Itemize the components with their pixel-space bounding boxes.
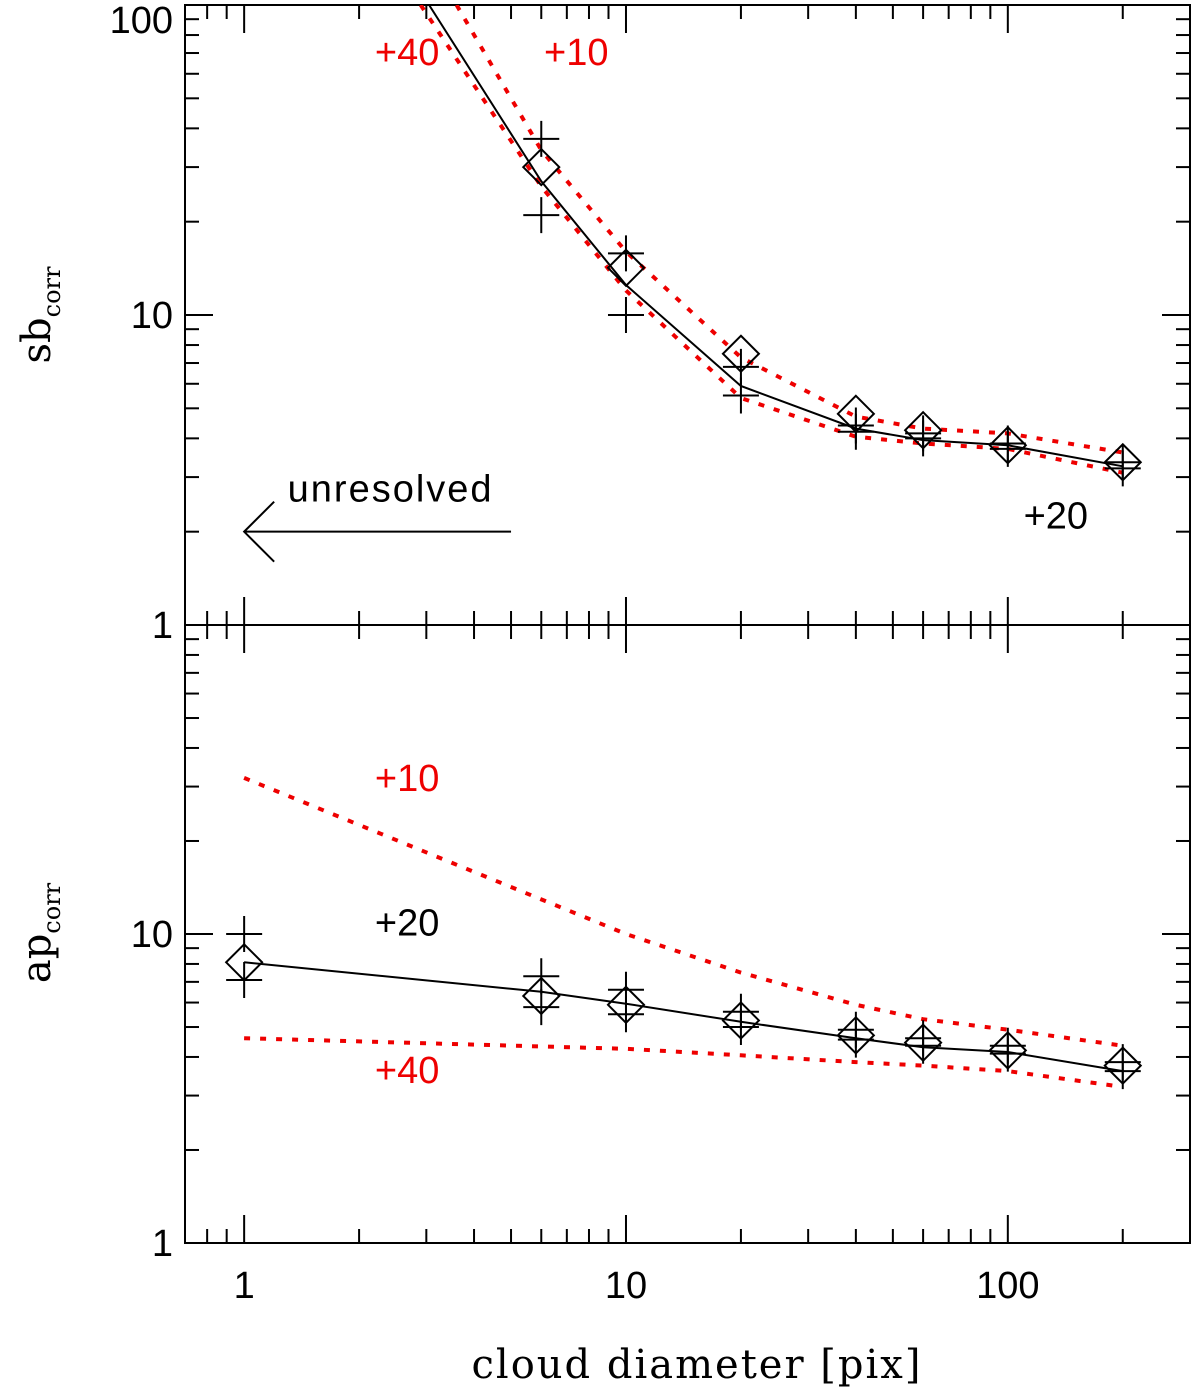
annotation-label: +20 — [1024, 495, 1088, 537]
diamond-marker — [606, 248, 646, 288]
unresolved-arrow-icon — [242, 500, 512, 563]
diamond-marker — [521, 147, 561, 187]
plus-marker — [1104, 450, 1141, 487]
plus-marker — [837, 413, 874, 450]
series-line-plus20-solid — [428, 5, 1123, 468]
annotation-label: +10 — [375, 758, 439, 800]
plus-marker — [607, 235, 644, 272]
plus-marker — [607, 297, 644, 333]
plus-marker — [523, 958, 560, 995]
plus-marker — [989, 1035, 1026, 1072]
x-tick-label: 1 — [234, 1265, 255, 1307]
top-y-axis-title: sbcorr — [14, 266, 66, 364]
top-panel: 100 10 1 +40 +10 +20 unresolved — [110, 0, 1191, 647]
y-tick-label: 10 — [131, 914, 173, 956]
y-tick-label: 10 — [131, 295, 173, 337]
series-line-plus10-dotted — [454, 5, 1124, 455]
plus-marker — [523, 989, 560, 1026]
y-tick-label: 1 — [152, 605, 173, 647]
plus-marker — [607, 996, 644, 1033]
plot-content — [419, 5, 1143, 487]
plus-marker — [905, 420, 942, 457]
y-tick-label: 1 — [152, 1223, 173, 1265]
plus-marker — [1104, 1053, 1141, 1090]
bottom-y-axis-title: apcorr — [14, 882, 66, 983]
bottom-panel: 10 1 1 10 100 +10 +20 +40 — [131, 624, 1191, 1307]
annotation-label: +40 — [375, 32, 439, 74]
annotation-label: +20 — [375, 902, 439, 944]
annotation-label: unresolved — [288, 469, 494, 511]
x-axis-title: cloud diameter [pix] — [472, 1342, 923, 1388]
plus-marker — [989, 430, 1026, 467]
plus-marker — [837, 1021, 874, 1058]
plus-marker — [523, 197, 560, 234]
plot-content — [224, 776, 1143, 1090]
x-tick-label: 10 — [605, 1265, 647, 1307]
series-line-plus40-dotted — [419, 5, 1124, 475]
annotation-label: +10 — [544, 32, 608, 74]
plot-frame — [184, 624, 1191, 1244]
plus-marker — [722, 1009, 759, 1046]
annotation-label: +40 — [375, 1050, 439, 1092]
plus-marker — [722, 377, 759, 414]
x-tick-label: 100 — [976, 1265, 1039, 1307]
plus-marker — [905, 1027, 942, 1064]
plus-marker — [523, 120, 560, 157]
plus-marker — [226, 961, 263, 998]
series-line-plus40-dotted — [244, 1036, 1124, 1089]
plus-marker — [226, 916, 263, 952]
series-line-plus20-solid — [244, 961, 1123, 1073]
y-tick-label: 100 — [110, 0, 173, 42]
